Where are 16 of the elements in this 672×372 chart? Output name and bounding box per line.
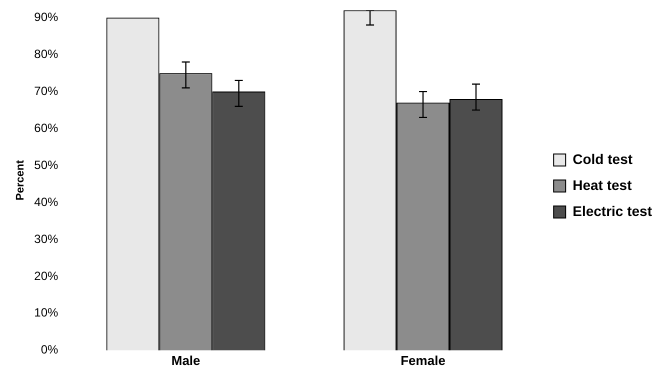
y-tick-label: 70% (34, 84, 59, 98)
y-tick-label: 90% (34, 10, 59, 24)
legend-label: Heat test (572, 176, 632, 193)
y-axis-title: Percent (14, 160, 27, 200)
x-tick-label: Male (171, 352, 200, 368)
x-tick-label: Female (400, 352, 446, 368)
y-tick-label: 60% (34, 120, 59, 135)
y-tick-label: 0% (40, 342, 59, 357)
y-tick-label: 40% (34, 194, 59, 209)
y-tick-label: 20% (34, 268, 59, 283)
legend-label: Cold test (572, 150, 633, 167)
y-tick-label: 30% (34, 232, 59, 246)
y-tick-label: 50% (34, 158, 59, 172)
y-tick-label: 10% (34, 306, 59, 320)
legend-label: Electric test (572, 202, 652, 219)
y-tick-label: 80% (34, 46, 59, 61)
